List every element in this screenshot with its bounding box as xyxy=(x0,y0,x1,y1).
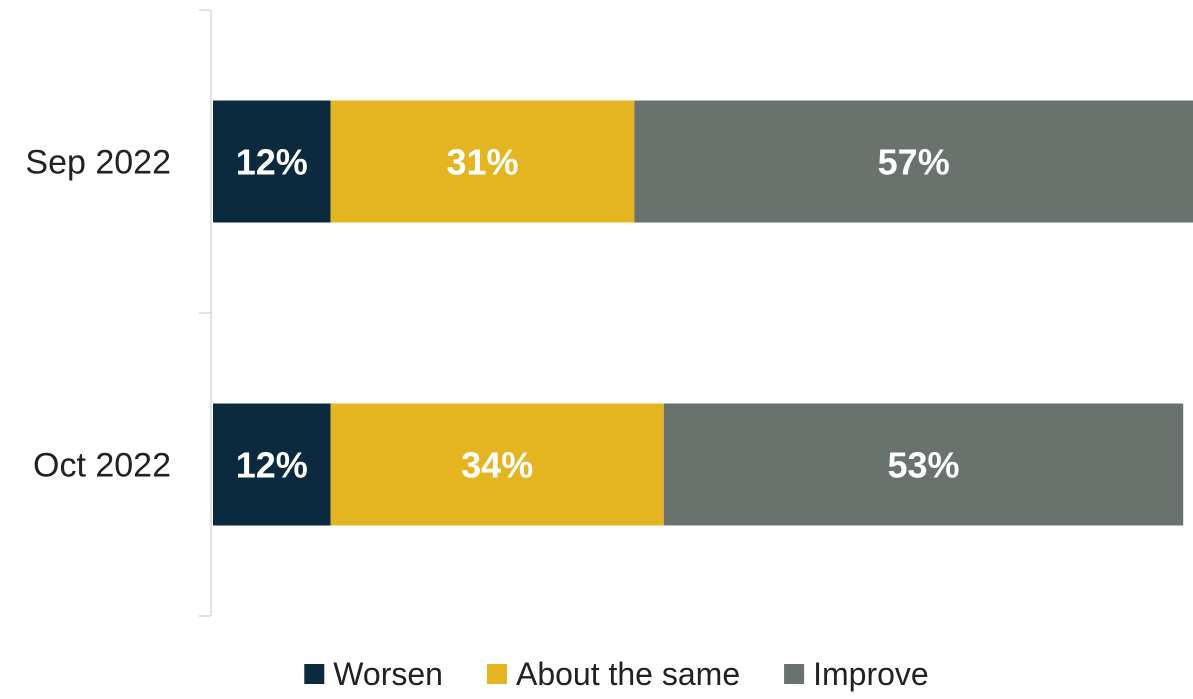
legend-label: About the same xyxy=(516,656,740,692)
data-label: 57% xyxy=(878,142,950,183)
data-label: 12% xyxy=(236,445,308,486)
data-label: 12% xyxy=(236,142,308,183)
bar-segment-improve xyxy=(663,403,1184,526)
legend: Worsen About the same Improve xyxy=(304,656,929,692)
category-label: Oct 2022 xyxy=(33,447,171,485)
legend-swatch xyxy=(486,664,507,684)
bar-segment-about-the-same xyxy=(330,100,635,223)
legend-label: Worsen xyxy=(333,656,443,692)
legend-item-worsen: Worsen xyxy=(304,656,443,692)
legend-item-improve: Improve xyxy=(784,656,929,692)
bar-segment-worsen xyxy=(213,403,331,526)
data-labels: 12% 31% 57% 12% 34% 53% xyxy=(236,142,960,486)
data-label: 31% xyxy=(446,142,518,183)
legend-label: Improve xyxy=(813,656,929,692)
legend-swatch xyxy=(304,664,325,684)
bar-segment-about-the-same xyxy=(330,403,664,526)
legend-item-about-the-same: About the same xyxy=(486,656,740,692)
data-label: 53% xyxy=(887,445,959,486)
category-axis: Sep 2022 Oct 2022 xyxy=(25,9,212,617)
data-label: 34% xyxy=(461,445,533,486)
bars xyxy=(213,100,1193,526)
bar-segment-worsen xyxy=(213,100,331,223)
bar-segment-improve xyxy=(634,100,1193,223)
legend-swatch xyxy=(784,664,805,684)
category-label: Sep 2022 xyxy=(25,144,171,182)
